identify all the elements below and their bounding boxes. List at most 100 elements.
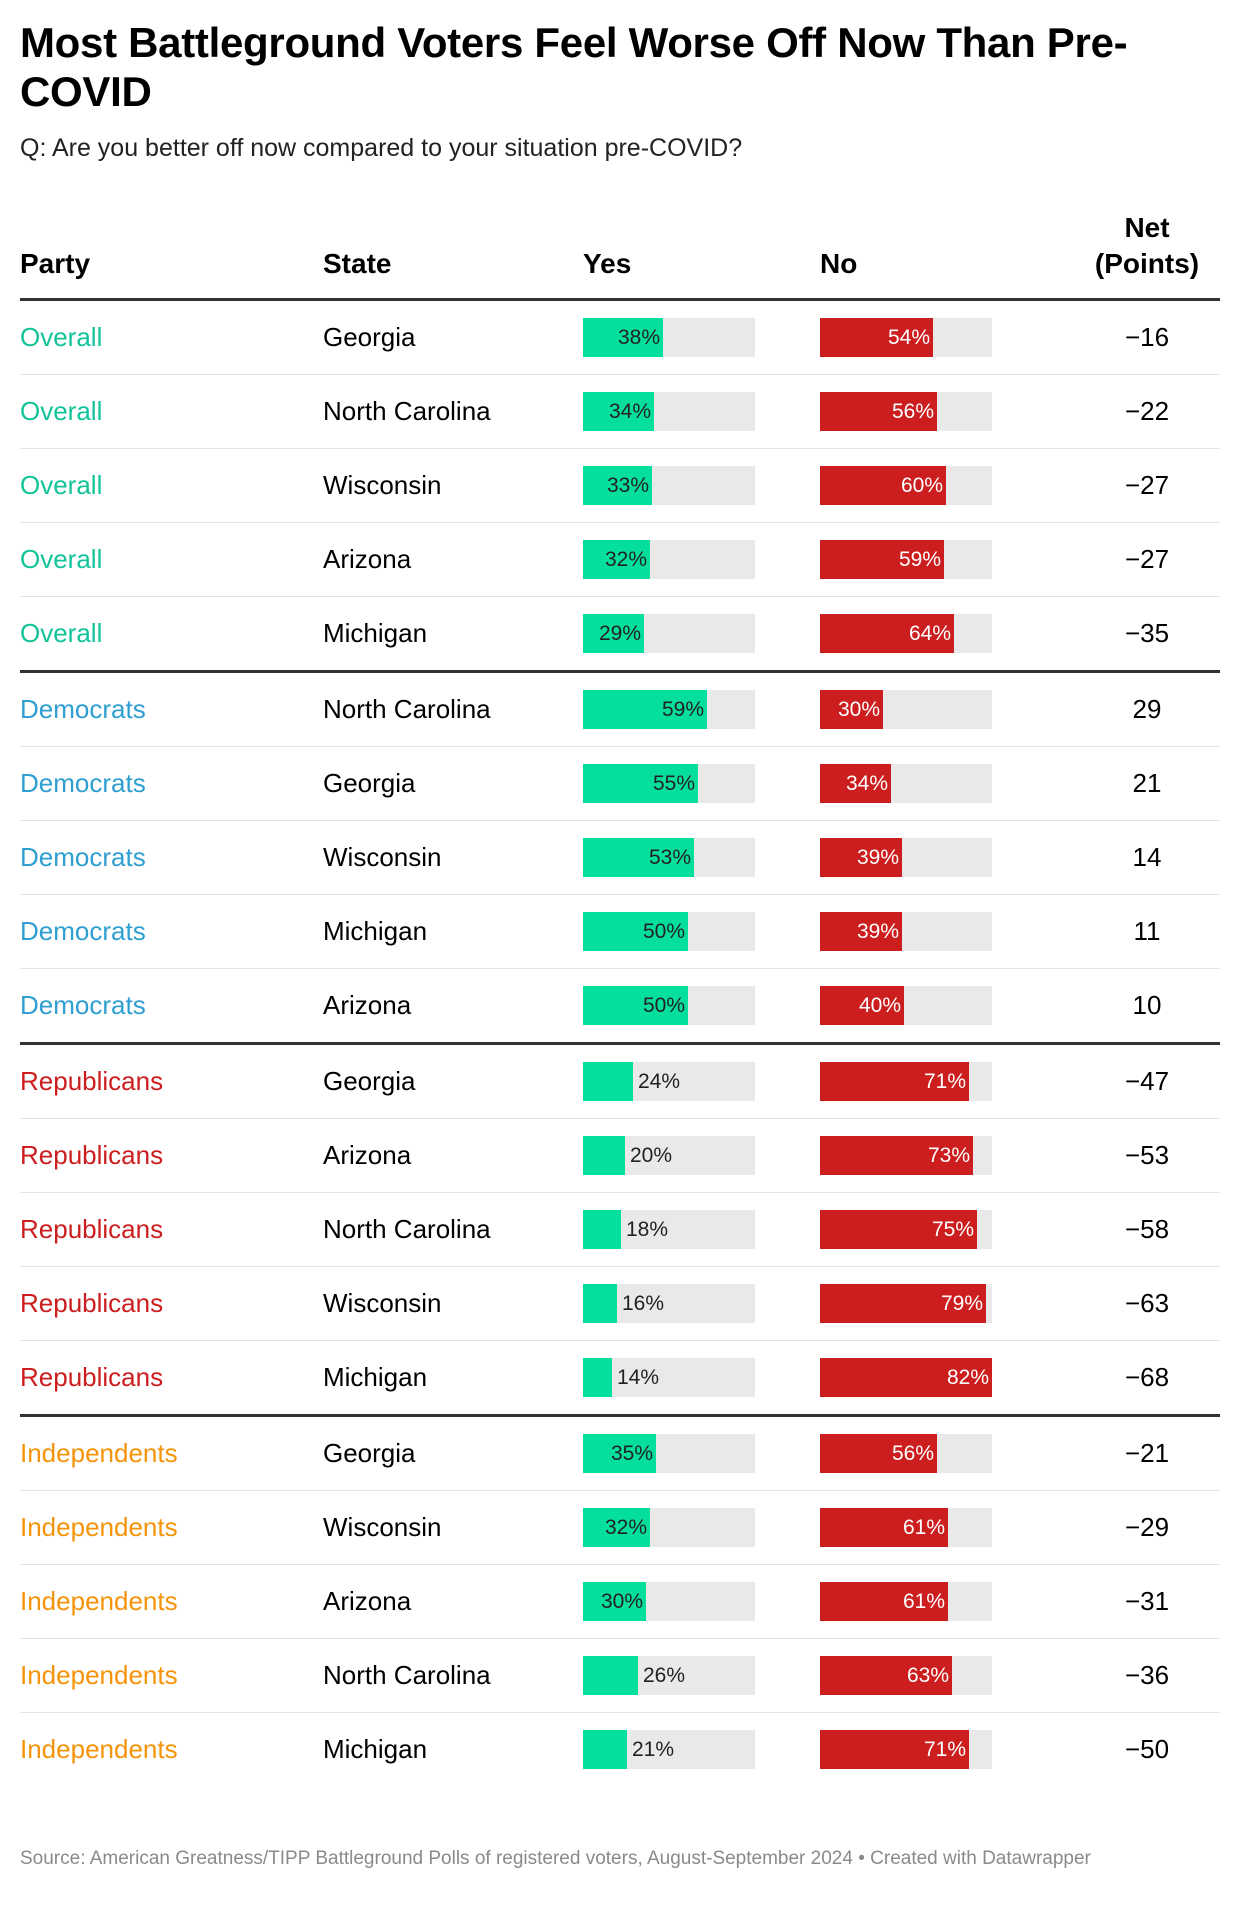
yes-bar xyxy=(583,614,644,653)
no-bar xyxy=(820,690,883,729)
net-cell: −29 xyxy=(1074,1490,1220,1565)
yes-bar xyxy=(583,1434,656,1473)
no-bar xyxy=(820,912,902,951)
yes-value-label: 29% xyxy=(598,622,641,645)
yes-bar-track: 18% xyxy=(583,1210,755,1249)
state-cell: Michigan xyxy=(323,1734,428,1764)
net-cell: −22 xyxy=(1074,374,1220,449)
no-value-label: 56% xyxy=(891,400,934,423)
net-cell: −68 xyxy=(1074,1340,1220,1417)
yes-bar-track: 53% xyxy=(583,838,755,877)
no-value-label: 39% xyxy=(856,846,899,869)
no-value-label: 79% xyxy=(940,1292,983,1315)
net-cell: −16 xyxy=(1074,299,1220,375)
yes-bar-track: 34% xyxy=(583,392,755,431)
party-cell: Independents xyxy=(20,1564,323,1639)
yes-cell: 14% xyxy=(583,1340,820,1417)
source-text: Source: American Greatness/TIPP Battlegr… xyxy=(20,1848,853,1869)
no-bar-track: 56% xyxy=(820,392,992,431)
table-row: Overall Michigan 29% 64% −35 xyxy=(20,596,1220,673)
no-bar-track: 39% xyxy=(820,838,992,877)
no-bar-track: 60% xyxy=(820,466,992,505)
no-bar-track: 61% xyxy=(820,1508,992,1547)
table-row: Democrats Wisconsin 53% 39% 14 xyxy=(20,820,1220,895)
yes-bar xyxy=(583,1508,650,1547)
no-cell: 39% xyxy=(820,820,1074,895)
yes-bar xyxy=(583,466,652,505)
party-cell: Independents xyxy=(20,1415,323,1491)
yes-cell: 32% xyxy=(583,522,820,597)
yes-bar-track: 50% xyxy=(583,912,755,951)
no-bar xyxy=(820,1508,948,1547)
state-cell: Georgia xyxy=(323,299,583,375)
yes-cell: 20% xyxy=(583,1118,820,1193)
yes-value-label: 20% xyxy=(630,1144,673,1167)
yes-cell: 34% xyxy=(583,374,820,449)
yes-value-label: 21% xyxy=(632,1738,675,1761)
no-cell: 61% xyxy=(820,1564,1074,1639)
party-cell: Overall xyxy=(20,448,323,523)
party-cell: Overall xyxy=(20,522,323,597)
no-bar xyxy=(820,764,891,803)
yes-value-label: 26% xyxy=(643,1664,686,1687)
table-row: Independents Wisconsin 32% 61% −29 xyxy=(20,1490,1220,1565)
yes-value-label: 14% xyxy=(617,1366,660,1389)
table-row: Independents Arizona 30% 61% −31 xyxy=(20,1564,1220,1639)
no-bar-track: 40% xyxy=(820,986,992,1025)
no-cell: 60% xyxy=(820,448,1074,523)
yes-cell: 29% xyxy=(583,596,820,673)
no-cell: 30% xyxy=(820,671,1074,747)
table-row: Overall Wisconsin 33% 60% −27 xyxy=(20,448,1220,523)
net-cell: −27 xyxy=(1074,522,1220,597)
yes-bar-track: 30% xyxy=(583,1582,755,1621)
header-net-line1: Net xyxy=(1124,212,1170,243)
table-row: Overall Arizona 32% 59% −27 xyxy=(20,522,1220,597)
party-cell: Democrats xyxy=(20,746,323,821)
party-cell: Republicans xyxy=(20,1192,323,1267)
yes-cell: 30% xyxy=(583,1564,820,1639)
yes-value-label: 38% xyxy=(617,326,660,349)
table-row: Independents North Carolina 26% 63% −36 xyxy=(20,1638,1220,1713)
no-bar xyxy=(820,1656,952,1695)
no-value-label: 82% xyxy=(946,1366,989,1389)
yes-bar xyxy=(583,1284,617,1323)
net-cell: −31 xyxy=(1074,1564,1220,1639)
yes-bar-track: 24% xyxy=(583,1062,755,1101)
table-row: Democrats Michigan 50% 39% 11 xyxy=(20,894,1220,969)
yes-bar xyxy=(583,540,650,579)
no-cell: 63% xyxy=(820,1638,1074,1713)
yes-value-label: 16% xyxy=(622,1292,665,1315)
no-bar-track: 71% xyxy=(820,1062,992,1101)
party-cell: Overall xyxy=(20,299,323,375)
yes-cell: 59% xyxy=(583,671,820,747)
net-cell: −50 xyxy=(1124,1734,1170,1764)
no-bar xyxy=(820,1210,977,1249)
yes-bar xyxy=(583,1582,646,1621)
no-cell: 73% xyxy=(820,1118,1074,1193)
no-cell: 79% xyxy=(820,1266,1074,1341)
yes-value-label: 33% xyxy=(606,474,649,497)
yes-cell: 32% xyxy=(583,1490,820,1565)
no-cell: 61% xyxy=(820,1490,1074,1565)
no-cell: 56% xyxy=(820,374,1074,449)
yes-bar-track: 55% xyxy=(583,764,755,803)
no-bar xyxy=(820,1582,948,1621)
table-row: Republicans Georgia 24% 71% −47 xyxy=(20,1043,1220,1119)
no-bar-track: 54% xyxy=(820,318,992,357)
no-bar xyxy=(820,838,902,877)
table-row: Republicans North Carolina 18% 75% −58 xyxy=(20,1192,1220,1267)
table-body: Overall Georgia 38% 54% −16 Overall North Caro… xyxy=(20,299,1220,1787)
no-value-label: 61% xyxy=(902,1516,945,1539)
no-value-label: 60% xyxy=(900,474,943,497)
results-table: Party State Yes No Net (Points) Overall G… xyxy=(20,210,1220,1786)
no-bar-track: 61% xyxy=(820,1582,992,1621)
state-cell: Arizona xyxy=(323,1118,583,1193)
no-bar xyxy=(820,1434,937,1473)
table-row: Independents Georgia 35% 56% −21 xyxy=(20,1415,1220,1491)
no-bar-track: 59% xyxy=(820,540,992,579)
yes-cell: 21% xyxy=(583,1713,820,1787)
credit-text: • Created with Datawrapper xyxy=(852,1848,1091,1869)
no-bar-track: 63% xyxy=(820,1656,992,1695)
net-cell: −21 xyxy=(1074,1415,1220,1491)
no-bar-track: 71% xyxy=(820,1730,992,1769)
